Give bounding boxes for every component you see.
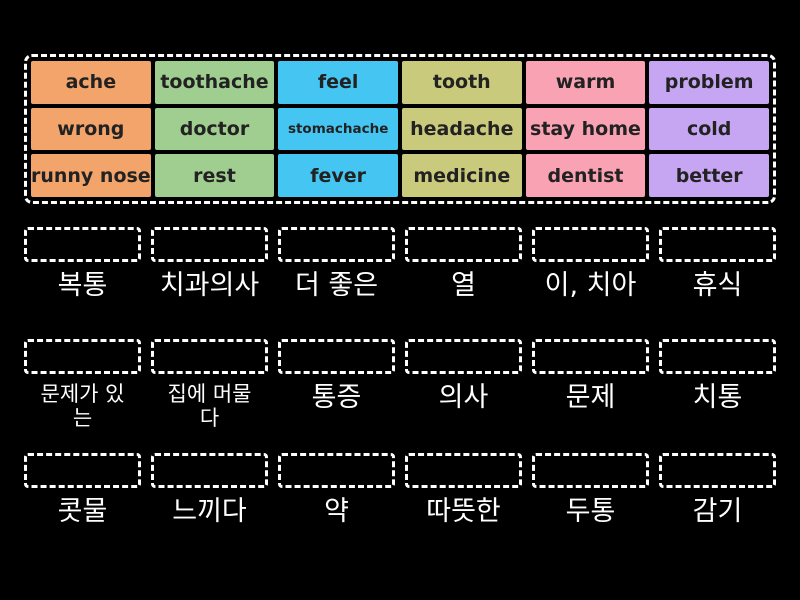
answer-cell: 콧물 <box>24 453 141 527</box>
answer-cell: 따뜻한 <box>405 453 522 527</box>
drop-zone-neukkida[interactable] <box>151 453 268 488</box>
drop-zone-hyusik[interactable] <box>659 227 776 262</box>
answer-label: 치통 <box>692 382 743 413</box>
word-tile-wrong[interactable]: wrong <box>31 107 151 151</box>
drop-zone-boktong[interactable] <box>24 227 141 262</box>
answer-label: 의사 <box>438 382 489 413</box>
drop-zone-munje[interactable] <box>532 339 649 374</box>
word-bank: ache toothache feel tooth warm problem w… <box>24 54 776 204</box>
word-tile-dentist[interactable]: dentist <box>525 154 646 197</box>
answer-label: 감기 <box>692 496 743 527</box>
word-tile-headache[interactable]: headache <box>401 107 522 151</box>
word-tile-problem[interactable]: problem <box>649 61 769 104</box>
answer-cell: 의사 <box>405 339 522 430</box>
answer-cell: 느끼다 <box>151 453 268 527</box>
word-tile-medicine[interactable]: medicine <box>401 154 522 197</box>
word-tile-stomachache[interactable]: stomachache <box>278 107 398 151</box>
answer-label: 약 <box>324 496 349 527</box>
word-tile-runny-nose[interactable]: runny nose <box>31 154 151 197</box>
answer-label: 집에 머물다 <box>167 382 252 431</box>
drop-zone-tongjeung[interactable] <box>278 339 395 374</box>
answer-label: 이, 치아 <box>544 270 637 301</box>
word-tile-better[interactable]: better <box>649 154 769 197</box>
answer-cell: 치통 <box>659 339 776 430</box>
word-tile-tooth[interactable]: tooth <box>401 61 522 104</box>
answer-cell: 복통 <box>24 227 141 301</box>
word-tile-cold[interactable]: cold <box>649 107 769 151</box>
word-tile-toothache[interactable]: toothache <box>154 61 275 104</box>
drop-zone-deo-joeun[interactable] <box>278 227 395 262</box>
answer-label: 치과의사 <box>159 270 260 301</box>
answer-label: 문제가 있는 <box>40 382 125 431</box>
word-tile-stay-home[interactable]: stay home <box>525 107 646 151</box>
answer-cell: 치과의사 <box>151 227 268 301</box>
answer-cell: 문제가 있는 <box>24 339 141 430</box>
answer-cell: 두통 <box>532 453 649 527</box>
answer-row-1: 복통 치과의사 더 좋은 열 이, 치아 휴식 <box>24 227 776 301</box>
word-tile-rest[interactable]: rest <box>154 154 275 197</box>
drop-zone-uisa[interactable] <box>405 339 522 374</box>
answer-cell: 통증 <box>278 339 395 430</box>
word-tile-feel[interactable]: feel <box>278 61 398 104</box>
answer-cell: 휴식 <box>659 227 776 301</box>
answer-cell: 문제 <box>532 339 649 430</box>
drop-zone-i-chia[interactable] <box>532 227 649 262</box>
drop-zone-jibe-meomulda[interactable] <box>151 339 268 374</box>
answer-label: 열 <box>451 270 476 301</box>
answer-label: 통증 <box>311 382 362 413</box>
drop-zone-chitong[interactable] <box>659 339 776 374</box>
answer-label: 콧물 <box>57 496 108 527</box>
answer-cell: 열 <box>405 227 522 301</box>
drop-zone-dutong[interactable] <box>532 453 649 488</box>
drop-zone-konmul[interactable] <box>24 453 141 488</box>
word-tile-doctor[interactable]: doctor <box>154 107 275 151</box>
drop-zone-munjega-inneun[interactable] <box>24 339 141 374</box>
drop-zone-chigwauisa[interactable] <box>151 227 268 262</box>
drop-zone-yak[interactable] <box>278 453 395 488</box>
answer-cell: 약 <box>278 453 395 527</box>
answer-label: 두통 <box>565 496 616 527</box>
word-tile-warm[interactable]: warm <box>525 61 646 104</box>
answer-cell: 감기 <box>659 453 776 527</box>
answer-cell: 더 좋은 <box>278 227 395 301</box>
answer-label: 문제 <box>565 382 616 413</box>
drop-zone-ttatteuthan[interactable] <box>405 453 522 488</box>
answer-label: 복통 <box>57 270 108 301</box>
answer-label: 느끼다 <box>172 496 247 527</box>
word-tile-ache[interactable]: ache <box>31 61 151 104</box>
answer-row-2: 문제가 있는 집에 머물다 통증 의사 문제 치통 <box>24 339 776 430</box>
word-tile-fever[interactable]: fever <box>278 154 398 197</box>
answer-label: 휴식 <box>692 270 743 301</box>
drop-zone-yeol[interactable] <box>405 227 522 262</box>
answer-label: 따뜻한 <box>426 496 501 527</box>
answer-cell: 집에 머물다 <box>151 339 268 430</box>
drop-zone-gamgi[interactable] <box>659 453 776 488</box>
answer-cell: 이, 치아 <box>532 227 649 301</box>
answer-row-3: 콧물 느끼다 약 따뜻한 두통 감기 <box>24 453 776 527</box>
answer-label: 더 좋은 <box>294 270 379 301</box>
